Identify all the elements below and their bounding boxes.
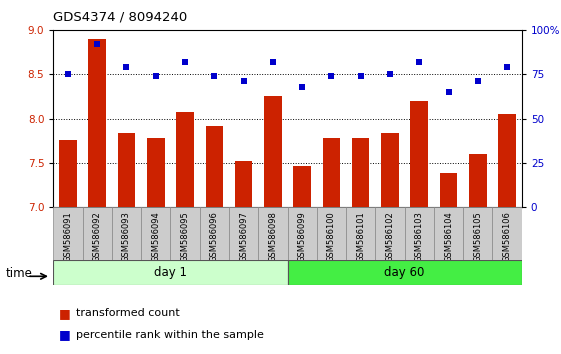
- Bar: [235, 161, 252, 207]
- Bar: [171, 207, 200, 260]
- Point: [181, 59, 190, 65]
- Bar: [53, 207, 82, 260]
- Text: GSM586105: GSM586105: [473, 211, 482, 262]
- Text: GSM586091: GSM586091: [63, 211, 72, 262]
- Bar: [229, 207, 258, 260]
- Text: ■: ■: [59, 328, 71, 341]
- Bar: [200, 207, 229, 260]
- Text: GSM586095: GSM586095: [181, 211, 190, 262]
- Bar: [176, 112, 194, 207]
- Point: [356, 73, 365, 79]
- Point: [122, 64, 131, 70]
- Text: GSM586106: GSM586106: [503, 211, 512, 262]
- Point: [298, 84, 307, 90]
- Bar: [434, 207, 463, 260]
- Point: [210, 73, 219, 79]
- Bar: [323, 138, 340, 207]
- Bar: [82, 207, 112, 260]
- Text: GSM586102: GSM586102: [385, 211, 394, 262]
- Text: percentile rank within the sample: percentile rank within the sample: [76, 330, 264, 339]
- Bar: [346, 207, 375, 260]
- Text: transformed count: transformed count: [76, 308, 180, 318]
- Bar: [493, 207, 522, 260]
- Bar: [258, 207, 287, 260]
- Text: GSM586098: GSM586098: [268, 211, 277, 262]
- Bar: [147, 138, 164, 207]
- Bar: [375, 207, 404, 260]
- Bar: [118, 133, 135, 207]
- Bar: [411, 101, 428, 207]
- Bar: [264, 97, 282, 207]
- Bar: [498, 114, 516, 207]
- Point: [93, 41, 102, 47]
- Bar: [293, 166, 311, 207]
- Bar: [89, 39, 106, 207]
- Point: [473, 79, 482, 84]
- Text: GSM586094: GSM586094: [151, 211, 160, 262]
- Text: GSM586092: GSM586092: [93, 211, 102, 262]
- Bar: [381, 133, 399, 207]
- Text: GSM586099: GSM586099: [298, 211, 307, 262]
- Bar: [205, 126, 223, 207]
- Text: GSM586093: GSM586093: [122, 211, 131, 262]
- Text: GSM586096: GSM586096: [210, 211, 219, 262]
- Bar: [287, 260, 522, 285]
- Point: [63, 72, 72, 77]
- Point: [151, 73, 160, 79]
- Point: [503, 64, 512, 70]
- Text: GSM586103: GSM586103: [415, 211, 424, 262]
- Text: GDS4374 / 8094240: GDS4374 / 8094240: [53, 11, 187, 24]
- Point: [327, 73, 336, 79]
- Text: GSM586101: GSM586101: [356, 211, 365, 262]
- Bar: [404, 207, 434, 260]
- Point: [239, 79, 248, 84]
- Bar: [469, 154, 486, 207]
- Text: ■: ■: [59, 307, 71, 320]
- Bar: [352, 138, 370, 207]
- Text: day 60: day 60: [384, 266, 425, 279]
- Bar: [112, 207, 141, 260]
- Bar: [141, 207, 171, 260]
- Text: GSM586104: GSM586104: [444, 211, 453, 262]
- Point: [415, 59, 424, 65]
- Bar: [463, 207, 493, 260]
- Bar: [440, 173, 457, 207]
- Text: GSM586097: GSM586097: [239, 211, 248, 262]
- Text: GSM586100: GSM586100: [327, 211, 336, 262]
- Bar: [53, 260, 287, 285]
- Point: [385, 72, 394, 77]
- Point: [444, 89, 453, 95]
- Bar: [317, 207, 346, 260]
- Bar: [59, 140, 77, 207]
- Text: day 1: day 1: [154, 266, 187, 279]
- Bar: [287, 207, 317, 260]
- Text: time: time: [6, 267, 33, 280]
- Point: [268, 59, 277, 65]
